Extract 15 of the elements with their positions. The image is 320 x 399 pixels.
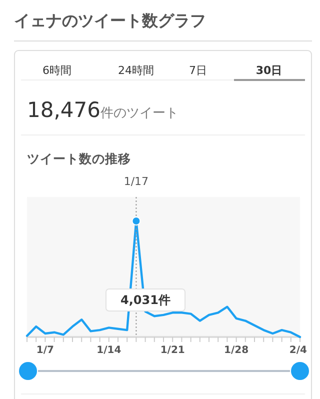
text: 7日 (189, 64, 207, 77)
text: 18,476 (27, 98, 100, 122)
text: 24時間 (118, 64, 154, 77)
annotation: 4,031件 (120, 293, 170, 307)
x-tick-label: 2/4 (289, 345, 308, 356)
x-tick-label: 1/21 (160, 345, 185, 356)
x-tick-label: 1/28 (224, 345, 249, 356)
chart-subtitle: ツイート数の推移 (27, 151, 131, 166)
x-tick-label: 1/7 (36, 345, 54, 356)
text: 1/17 (124, 175, 149, 188)
text: 件のツイート (100, 106, 178, 121)
x-tick-label: 1/14 (96, 345, 122, 356)
text: 6時間 (42, 64, 72, 77)
chart-title: イェナのツイート数グラフ (14, 11, 206, 30)
text: 30日 (256, 64, 282, 77)
